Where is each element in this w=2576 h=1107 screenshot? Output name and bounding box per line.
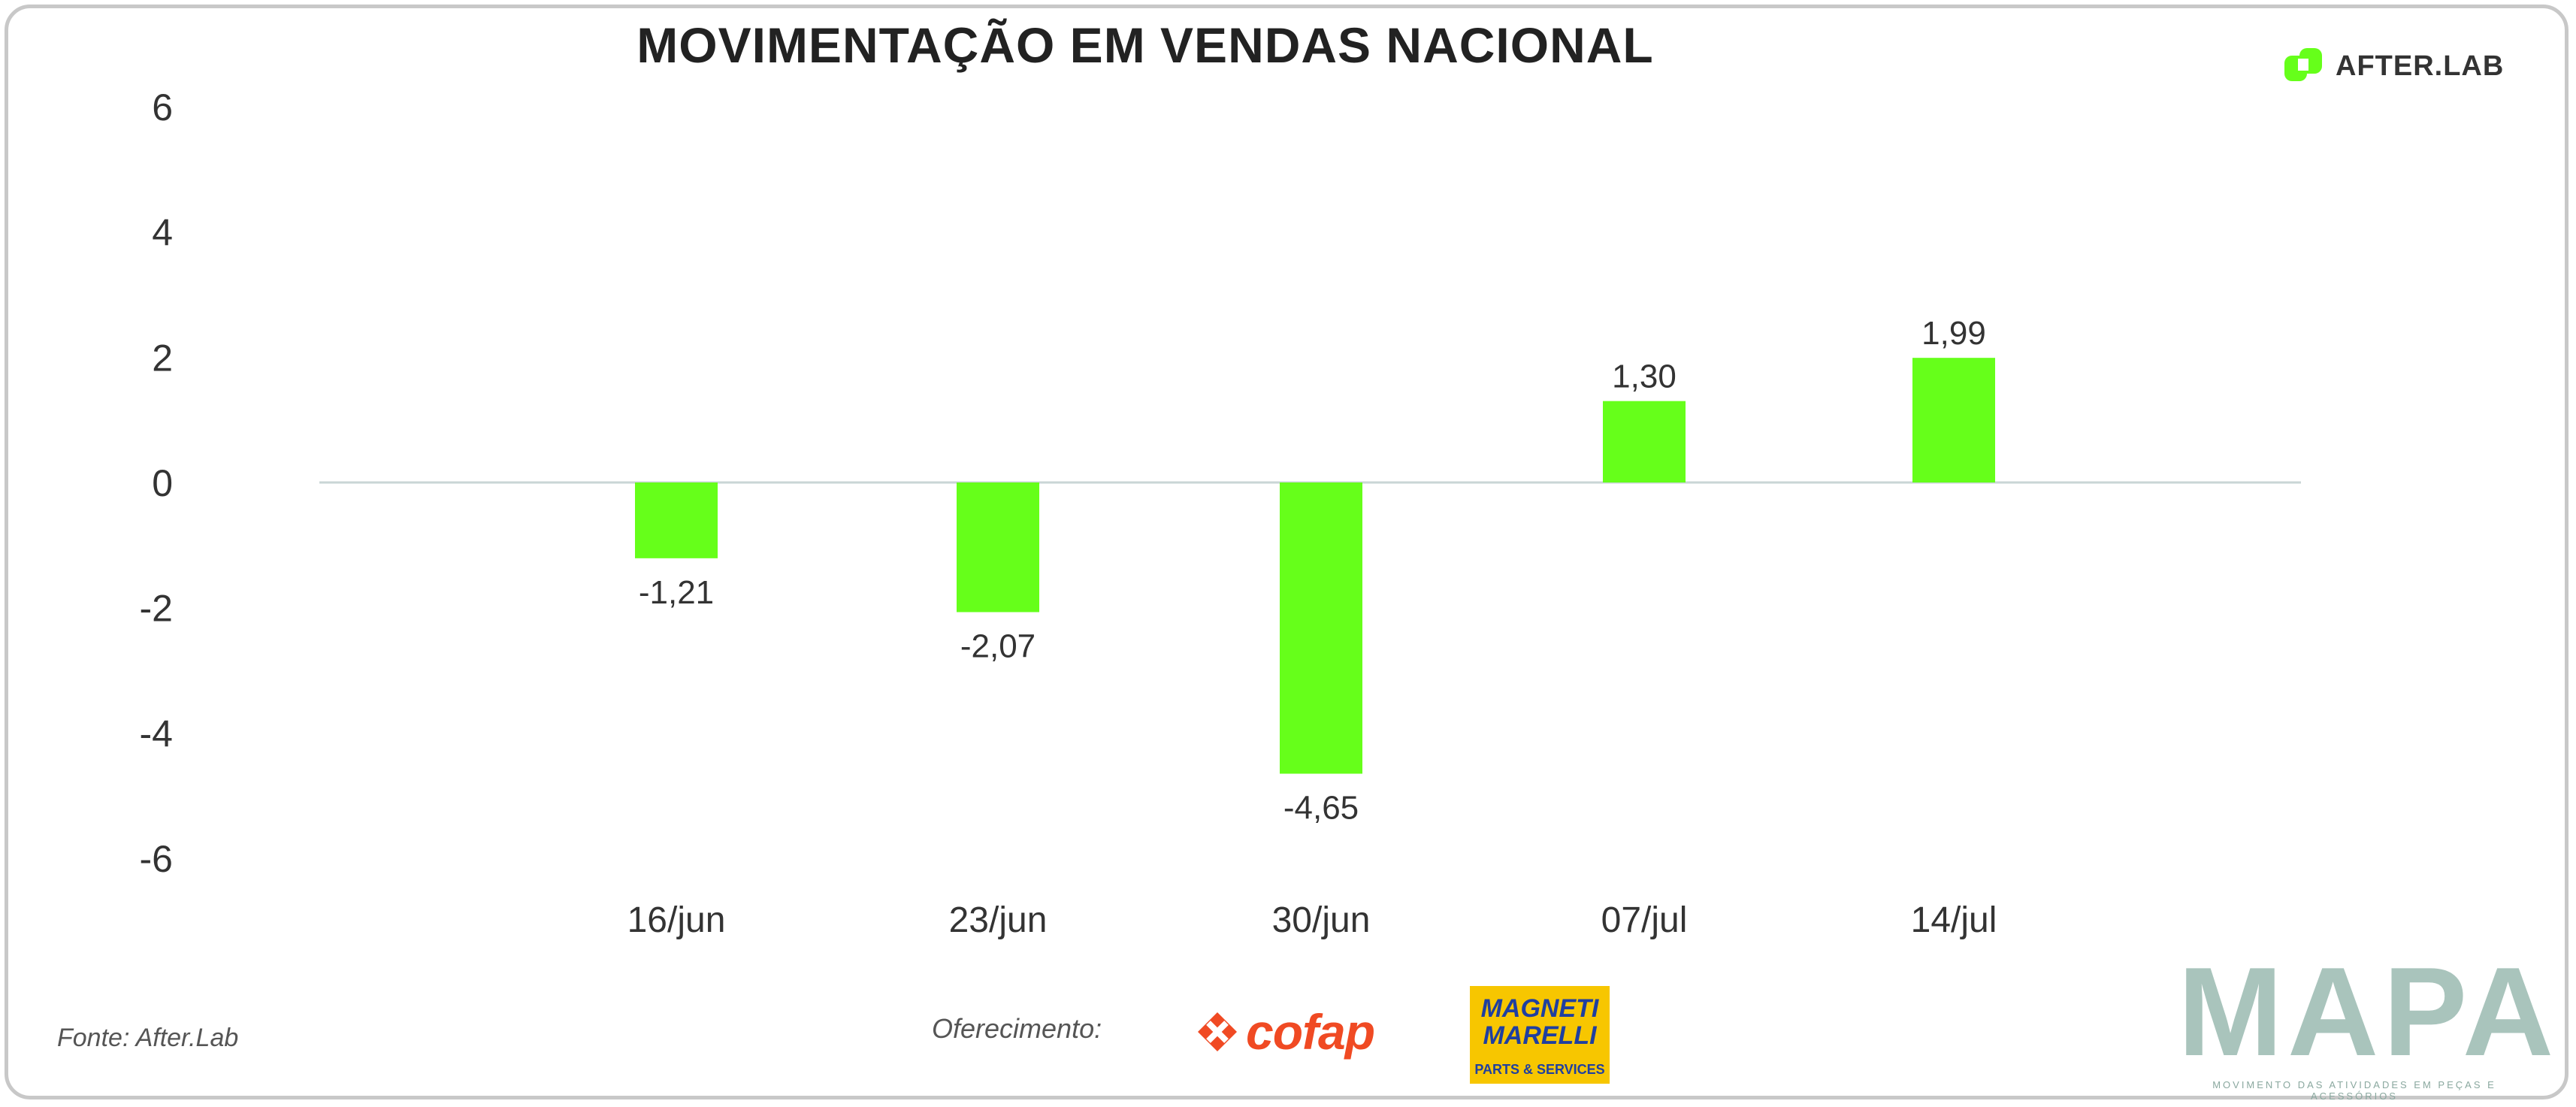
mapa-logo: MAPA MOVIMENTO DAS ATIVIDADES EM PEÇAS E… xyxy=(2178,941,2559,1102)
mapa-logo-tagline: MOVIMENTO DAS ATIVIDADES EM PEÇAS E ACES… xyxy=(2212,1079,2496,1102)
magneti-logo-line2: MARELLI xyxy=(1483,1021,1597,1050)
chart-frame xyxy=(5,5,2568,1099)
y-tick-label: -4 xyxy=(140,712,173,755)
cofap-x-icon xyxy=(1198,1012,1237,1051)
chart-title: MOVIMENTAÇÃO EM VENDAS NACIONAL xyxy=(636,17,1654,73)
bar xyxy=(957,482,1039,612)
x-tick-label: 07/jul xyxy=(1601,900,1688,940)
x-tick-label: 16/jun xyxy=(627,900,726,940)
y-tick-label: 6 xyxy=(152,86,173,129)
bar xyxy=(1280,482,1362,774)
y-tick-label: -2 xyxy=(140,588,173,630)
mapa-logo-text: MAPA xyxy=(2178,941,2559,1082)
magneti-logo-line1: MAGNETI xyxy=(1480,994,1599,1023)
y-tick-label: -6 xyxy=(140,838,173,880)
cofap-logo-text: cofap xyxy=(1246,1004,1375,1060)
x-tick-label: 23/jun xyxy=(949,900,1048,940)
bar xyxy=(1912,358,1995,482)
data-label: -1,21 xyxy=(639,574,714,611)
x-tick-label: 30/jun xyxy=(1272,900,1371,940)
data-label: -2,07 xyxy=(960,628,1036,665)
y-tick-label: 2 xyxy=(152,337,173,379)
data-label: 1,30 xyxy=(1612,358,1677,395)
source-note: Fonte: After.Lab xyxy=(57,1024,239,1052)
magneti-logo-sub: PARTS & SERVICES xyxy=(1474,1062,1605,1077)
bar xyxy=(1603,401,1686,482)
sponsor-label: Oferecimento: xyxy=(932,1013,1102,1044)
afterlab-logo-text: AFTER.LAB xyxy=(2336,50,2505,82)
y-tick-label: 0 xyxy=(152,462,173,504)
magneti-marelli-logo: MAGNETI MARELLI PARTS & SERVICES xyxy=(1470,986,1610,1084)
cofap-logo: cofap xyxy=(1195,1003,1375,1060)
data-label: -4,65 xyxy=(1283,790,1359,827)
afterlab-logo: AFTER.LAB xyxy=(2283,44,2504,89)
x-tick-label: 14/jul xyxy=(1911,900,1997,940)
data-label: 1,99 xyxy=(1921,315,1986,352)
afterlab-logo-icon xyxy=(2284,48,2322,81)
y-tick-label: 4 xyxy=(152,212,173,254)
bar xyxy=(635,482,718,558)
